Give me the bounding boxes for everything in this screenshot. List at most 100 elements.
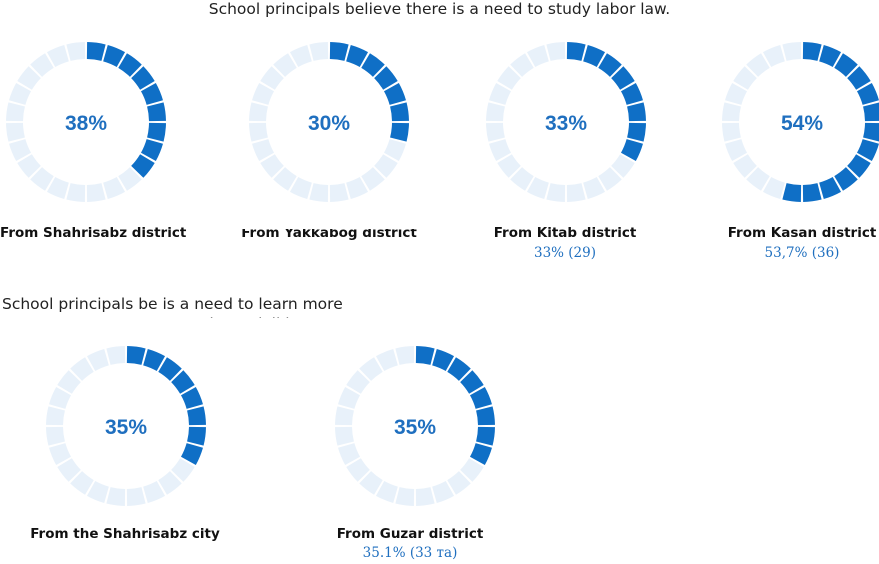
- donut-segment-empty: [486, 122, 505, 142]
- donut-segment-filled: [834, 167, 858, 191]
- donut-segment-empty: [598, 167, 622, 191]
- donut-segment-empty: [460, 458, 484, 482]
- donut-segment-empty: [66, 183, 86, 202]
- chart-1-title: School principals believe there is a nee…: [208, 0, 671, 18]
- donut-segment-empty: [49, 443, 72, 466]
- donut-segment-empty: [309, 183, 329, 202]
- donut-segment-filled: [620, 139, 643, 162]
- donut-segment-empty: [722, 102, 741, 122]
- donut-segment-empty: [289, 176, 312, 199]
- donut-segment-filled: [476, 406, 495, 426]
- donut-segment-empty: [722, 122, 741, 142]
- donut-segment-filled: [802, 183, 822, 202]
- donut-segment-filled: [187, 406, 206, 426]
- donut-segment-filled: [782, 183, 802, 202]
- donut-segment-empty: [395, 346, 415, 365]
- donut-segment-empty: [118, 167, 142, 191]
- donut-segment-empty: [375, 349, 398, 372]
- donut-percent-label: 54%: [781, 112, 823, 135]
- donut-segment-filled: [131, 154, 155, 178]
- donut-segment-filled: [140, 82, 163, 105]
- donut-segment-empty: [17, 154, 41, 178]
- value-guzar-district: 35.1% (33 та): [362, 545, 458, 561]
- donut-segment-filled: [863, 122, 879, 142]
- caption-guzar-district: From Guzar district: [336, 526, 484, 542]
- donut-segment-filled: [620, 82, 643, 105]
- donut-segment-empty: [86, 183, 106, 202]
- donut-segment-filled: [847, 66, 871, 90]
- donut-segment-filled: [469, 386, 492, 409]
- donut-segment-empty: [733, 154, 757, 178]
- donut-chart-shahrisabz-district: 38%: [6, 42, 166, 202]
- donut-segment-empty: [374, 154, 398, 178]
- donut-segment-filled: [583, 45, 606, 68]
- donut-segment-empty: [6, 122, 25, 142]
- donut-segment-filled: [126, 346, 146, 365]
- donut-segment-empty: [260, 154, 284, 178]
- donut-segment-empty: [46, 406, 65, 426]
- donut-segment-empty: [583, 176, 606, 199]
- donut-segment-filled: [447, 357, 471, 381]
- donut-segment-empty: [273, 53, 297, 77]
- donut-segment-empty: [57, 458, 81, 482]
- donut-segment-empty: [126, 487, 146, 506]
- donut-segment-filled: [469, 443, 492, 466]
- donut-segment-filled: [374, 66, 398, 90]
- donut-segment-empty: [70, 357, 94, 381]
- chart-2-title-line-1: School principals be is a need to learn …: [2, 295, 343, 313]
- donut-segment-empty: [86, 349, 109, 372]
- donut-segment-empty: [566, 183, 586, 202]
- donut-segment-empty: [57, 370, 81, 394]
- donut-segment-empty: [725, 82, 748, 105]
- donut-segment-empty: [383, 139, 406, 162]
- donut-segment-empty: [335, 426, 354, 446]
- donut-segment-filled: [86, 42, 106, 61]
- donut-segment-empty: [497, 66, 521, 90]
- donut-segment-filled: [819, 45, 842, 68]
- donut-segment-empty: [49, 386, 72, 409]
- donut-segment-empty: [30, 53, 54, 77]
- donut-segment-empty: [782, 42, 802, 61]
- donut-segment-empty: [346, 176, 369, 199]
- donut-segment-filled: [158, 357, 182, 381]
- donut-percent-label: 33%: [545, 112, 587, 135]
- donut-percent-label: 35%: [394, 416, 436, 439]
- donut-segment-empty: [746, 167, 770, 191]
- donut-segment-empty: [447, 471, 471, 495]
- caption-shahrisabz-district: From Shahrisabz district: [0, 225, 187, 241]
- donut-segment-empty: [329, 183, 349, 202]
- donut-segment-empty: [746, 53, 770, 77]
- donut-segment-empty: [489, 82, 512, 105]
- donut-segment-empty: [66, 42, 86, 61]
- donut-chart-kasan-district: 54%: [722, 42, 879, 202]
- donut-segment-empty: [762, 45, 785, 68]
- caption-kasan-district: From Kasan district: [727, 225, 877, 241]
- donut-segment-empty: [346, 458, 370, 482]
- donut-segment-filled: [390, 122, 409, 142]
- donut-segment-empty: [249, 102, 268, 122]
- donut-segment-filled: [460, 370, 484, 394]
- donut-segment-empty: [762, 176, 785, 199]
- donut-segment-filled: [415, 346, 435, 365]
- donut-segment-filled: [856, 139, 879, 162]
- donut-segment-filled: [103, 45, 126, 68]
- donut-segment-empty: [9, 82, 32, 105]
- donut-segment-empty: [46, 45, 69, 68]
- donut-segment-empty: [526, 45, 549, 68]
- donut-segment-empty: [359, 357, 383, 381]
- donut-segment-filled: [171, 370, 195, 394]
- donut-segment-filled: [390, 102, 409, 122]
- donut-segment-filled: [856, 82, 879, 105]
- donut-segment-filled: [611, 66, 635, 90]
- donut-chart-yakkabog-district: 30%: [249, 42, 409, 202]
- donut-segment-filled: [476, 426, 495, 446]
- donut-segment-empty: [249, 122, 268, 142]
- donut-segment-filled: [819, 176, 842, 199]
- caption-shahrisabz-city: From the Shahrisabz city: [30, 526, 220, 542]
- title-occluder: [190, 318, 390, 332]
- donut-segment-filled: [627, 122, 646, 142]
- donut-segment-empty: [46, 426, 65, 446]
- donut-segment-empty: [415, 487, 435, 506]
- donut-segment-empty: [86, 480, 109, 503]
- donut-segment-empty: [106, 487, 126, 506]
